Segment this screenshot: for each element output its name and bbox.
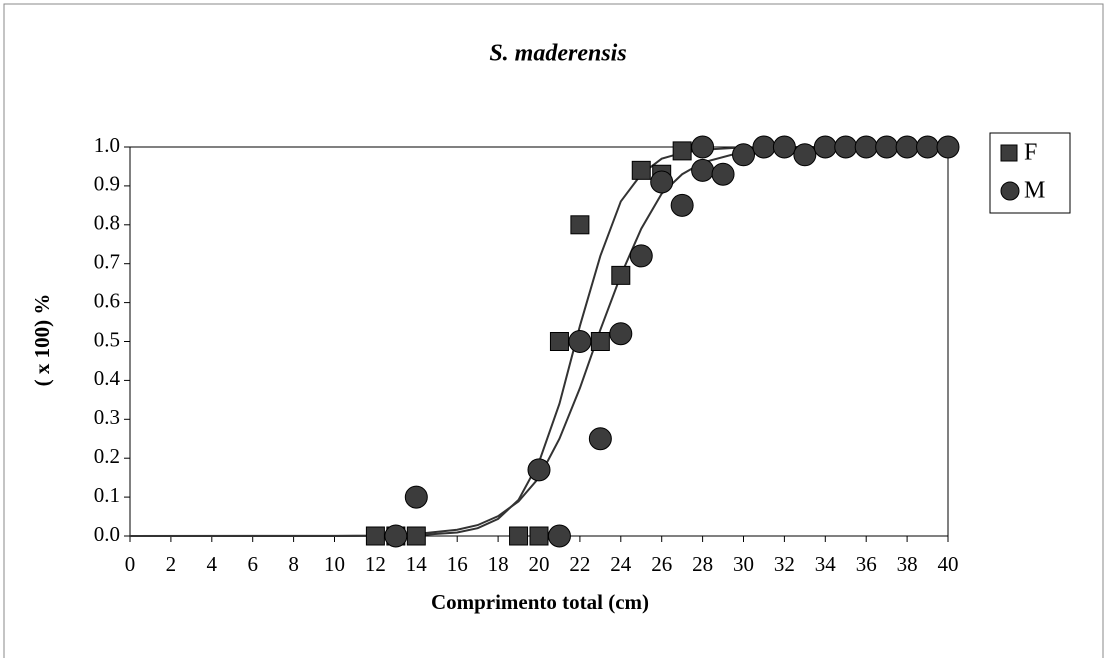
point (384, 524, 408, 548)
legend-label: M (1024, 178, 1045, 204)
point (691, 135, 715, 159)
point (670, 193, 694, 217)
x-tick-label: 30 (733, 552, 754, 576)
fit-curve (129, 146, 949, 537)
point (527, 458, 551, 482)
point (854, 135, 878, 159)
point (529, 526, 549, 546)
legend-label: F (1024, 140, 1037, 166)
point (611, 265, 631, 285)
y-tick-label: 0.5 (94, 327, 120, 351)
y-tick-label: 0.4 (94, 366, 121, 390)
point (365, 526, 385, 546)
x-tick-label: 4 (207, 552, 218, 576)
x-tick-label: 22 (569, 552, 590, 576)
point (732, 143, 755, 167)
point (916, 135, 940, 159)
y-tick-label: 0.8 (94, 211, 120, 235)
point (404, 485, 428, 509)
x-tick-label: 10 (324, 552, 345, 576)
x-tick-label: 28 (692, 552, 713, 576)
legend-marker (1000, 144, 1018, 162)
x-tick-label: 34 (815, 552, 837, 576)
y-tick-label: 0.7 (94, 250, 120, 274)
point (549, 332, 569, 351)
point (650, 170, 674, 194)
x-tick-label: 16 (447, 552, 468, 576)
point (936, 135, 960, 159)
point (772, 135, 796, 159)
point (793, 143, 817, 167)
x-axis-label: Comprimento total (cm) (431, 590, 649, 614)
y-tick-label: 0.3 (94, 405, 120, 429)
point (609, 322, 633, 346)
point (895, 135, 919, 159)
point (570, 215, 590, 235)
point (813, 135, 837, 159)
x-tick-label: 6 (247, 552, 258, 576)
y-tick-label: 0.9 (94, 172, 120, 196)
point (509, 526, 529, 546)
x-tick-label: 24 (610, 552, 632, 576)
x-tick-label: 36 (856, 552, 877, 576)
x-tick-label: 14 (406, 552, 428, 576)
y-tick-label: 0.2 (94, 444, 120, 468)
chart-title: S. maderensis (489, 41, 626, 67)
x-tick-label: 2 (166, 552, 177, 576)
x-tick-label: 26 (651, 552, 672, 576)
point (752, 135, 776, 159)
point (568, 330, 592, 353)
y-tick-label: 1.0 (94, 133, 120, 157)
x-tick-label: 20 (529, 552, 550, 576)
x-tick-label: 8 (288, 552, 299, 576)
x-tick-label: 32 (774, 552, 795, 576)
point (631, 160, 651, 180)
y-tick-label: 0.0 (94, 522, 120, 546)
point (834, 135, 858, 159)
fit-curve (130, 146, 948, 537)
x-tick-label: 38 (897, 552, 918, 576)
point (588, 427, 612, 451)
x-tick-label: 18 (488, 552, 509, 576)
point (629, 244, 653, 268)
x-tick-label: 0 (125, 552, 136, 576)
point (691, 158, 715, 182)
x-tick-label: 40 (938, 552, 959, 576)
y-tick-label: 0.1 (94, 483, 120, 507)
point (547, 524, 571, 548)
y-tick-label: 0.6 (94, 288, 120, 312)
point (590, 332, 610, 351)
point (875, 135, 899, 159)
y-axis-label: ( x 100) % (30, 294, 54, 387)
point (406, 526, 426, 546)
point (672, 141, 692, 161)
legend-marker (1000, 181, 1020, 201)
point (711, 162, 735, 186)
x-tick-label: 12 (365, 552, 386, 576)
